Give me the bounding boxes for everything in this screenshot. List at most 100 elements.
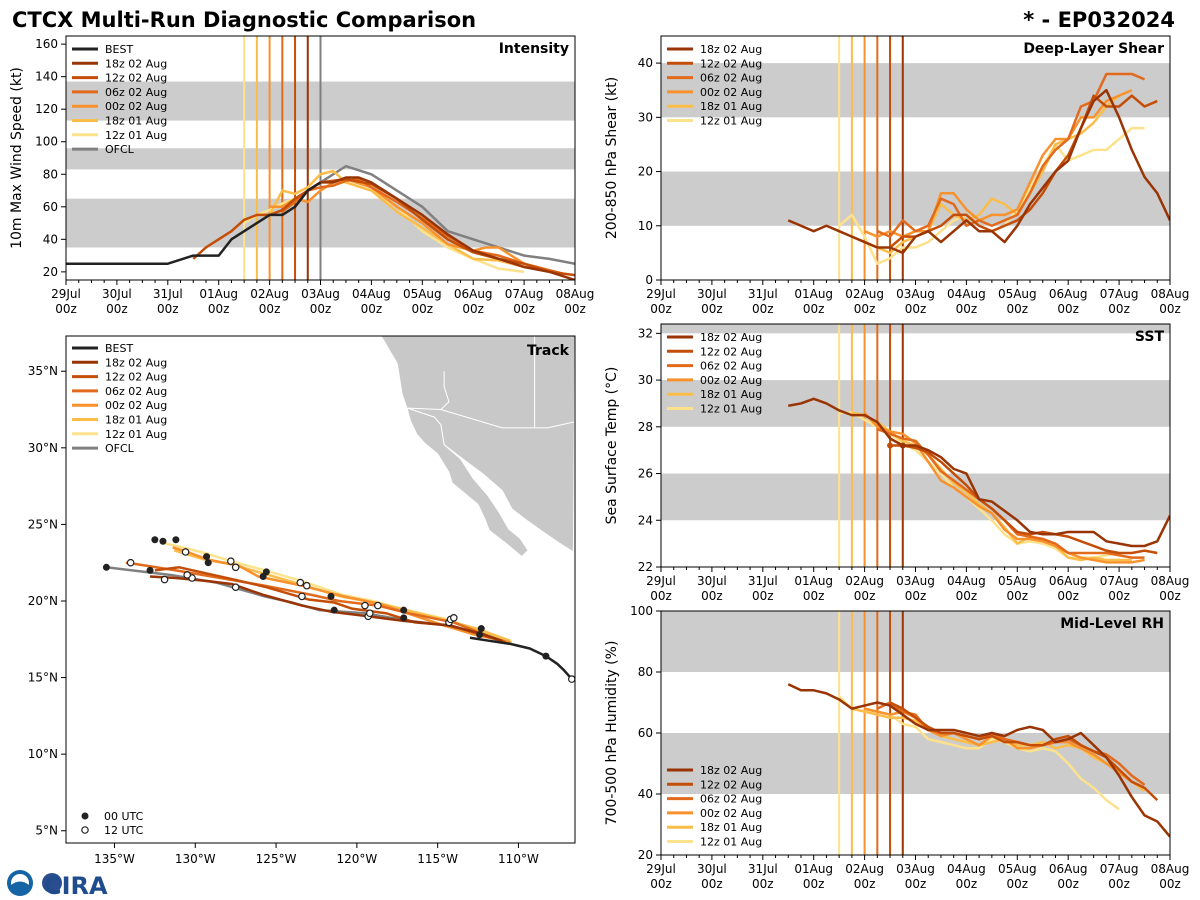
intensity-title: Intensity	[499, 41, 569, 57]
track-legend-label: 06z 02 Aug	[105, 385, 167, 398]
intensity-x-tick-sublabel: 00z	[208, 302, 230, 316]
track-00utc-marker	[259, 572, 267, 580]
shear-x-tick-label: 01Aug	[794, 287, 833, 301]
intensity-x-tick-sublabel: 00z	[513, 302, 535, 316]
intensity-x-tick-label: 04Aug	[352, 287, 391, 301]
shear-y-tick-label: 40	[638, 56, 653, 70]
rh-legend-label: 18z 02 Aug	[700, 764, 762, 777]
shear-x-tick-label: 05Aug	[998, 287, 1037, 301]
intensity-x-tick-label: 07Aug	[505, 287, 544, 301]
intensity-y-axis-label: 10m Max Wind Speed (kt)	[9, 67, 25, 249]
track-legend-label: OFCL	[105, 442, 135, 455]
shear-legend-label: 06z 02 Aug	[700, 72, 762, 85]
rh-x-tick-label: 06Aug	[1049, 862, 1088, 876]
track-legend-label: 18z 02 Aug	[105, 356, 167, 369]
track-legend-label: 18z 01 Aug	[105, 414, 167, 427]
track-12utc-marker	[126, 558, 135, 567]
shear-legend-label: 18z 02 Aug	[700, 43, 762, 56]
shear-legend-label: 18z 01 Aug	[700, 100, 762, 113]
intensity-legend-label: 06z 02 Aug	[105, 86, 167, 99]
shear-x-tick-sublabel: 00z	[1108, 302, 1130, 316]
track-legend-12utc-marker	[81, 826, 89, 834]
track-12utc-marker	[227, 557, 235, 565]
track-00utc-marker	[542, 652, 550, 660]
track-12utc-marker	[231, 583, 240, 592]
track-12utc-marker	[296, 578, 305, 587]
track-12utc-marker	[361, 601, 369, 610]
track-00utc-marker	[330, 606, 338, 614]
intensity-legend-label: 12z 02 Aug	[105, 72, 167, 85]
track-00utc-marker	[476, 631, 484, 639]
sst-x-tick-sublabel: 00z	[1108, 589, 1130, 603]
noaa-wave-icon	[11, 881, 29, 893]
rh-x-tick-label: 02Aug	[845, 862, 884, 876]
sst-x-tick-sublabel: 00z	[650, 589, 672, 603]
intensity-x-tick-label: 08Aug	[556, 287, 595, 301]
shear-x-tick-label: 08Aug	[1151, 287, 1190, 301]
shear-x-tick-sublabel: 00z	[905, 302, 927, 316]
shear-x-tick-sublabel: 00z	[1159, 302, 1181, 316]
sst-x-tick-label: 30Jul	[697, 574, 727, 588]
track-x-tick-label: 130°W	[175, 852, 216, 866]
shear-legend-label: 12z 01 Aug	[700, 115, 762, 128]
shear-legend-label: 00z 02 Aug	[700, 86, 762, 99]
track-series-line	[149, 575, 503, 642]
rh-y-tick-label: 40	[638, 787, 653, 801]
sst-x-tick-sublabel: 00z	[854, 589, 876, 603]
rh-legend-label: 18z 01 Aug	[700, 821, 762, 834]
track-frame	[65, 335, 576, 844]
shear-y-tick-label: 10	[638, 219, 653, 233]
sst-x-tick-sublabel: 00z	[956, 589, 978, 603]
intensity-y-tick-label: 140	[35, 70, 58, 84]
intensity-x-tick-sublabel: 00z	[564, 302, 586, 316]
track-12utc-marker	[160, 575, 169, 584]
track-y-tick-label: 30°N	[28, 441, 58, 455]
intensity-best-line	[66, 181, 322, 265]
rh-x-tick-sublabel: 00z	[905, 877, 927, 891]
sst-plot-area	[661, 324, 1170, 567]
shear-x-tick-sublabel: 00z	[650, 302, 672, 316]
rh-x-tick-sublabel: 00z	[803, 877, 825, 891]
rh-x-tick-sublabel: 00z	[956, 877, 978, 891]
sst-x-tick-label: 06Aug	[1049, 574, 1088, 588]
track-x-tick-label: 120°W	[336, 852, 377, 866]
track-00utc-marker	[151, 536, 159, 544]
track-00utc-marker	[400, 614, 408, 622]
rh-x-tick-label: 04Aug	[947, 862, 986, 876]
figure-title: CTCX Multi-Run Diagnostic Comparison	[12, 8, 476, 32]
sst-x-tick-label: 07Aug	[1100, 574, 1139, 588]
track-legend-00utc-label: 00 UTC	[104, 810, 144, 823]
track-series-line	[154, 566, 506, 644]
sst-x-tick-label: 03Aug	[896, 574, 935, 588]
shear-y-axis-label: 200-850 hPa Shear (kt)	[604, 77, 620, 239]
sst-x-tick-sublabel: 00z	[752, 589, 774, 603]
track-y-tick-label: 5°N	[35, 824, 58, 838]
track-00utc-marker	[327, 592, 335, 600]
sst-band	[661, 473, 1170, 521]
rh-y-tick-label: 80	[638, 665, 653, 679]
intensity-y-tick-label: 80	[43, 167, 58, 181]
sst-y-tick-label: 32	[638, 326, 653, 340]
shear-x-tick-label: 04Aug	[947, 287, 986, 301]
sst-x-tick-sublabel: 00z	[1057, 589, 1079, 603]
intensity-series-line	[281, 177, 563, 275]
sst-legend-label: 12z 02 Aug	[700, 345, 762, 358]
rh-y-tick-label: 20	[638, 848, 653, 862]
track-00utc-marker	[400, 606, 408, 614]
intensity-x-tick-sublabel: 00z	[361, 302, 383, 316]
intensity-panel: 29Jul00z30Jul00z31Jul00z01Aug00z02Aug00z…	[9, 35, 595, 316]
rh-x-tick-sublabel: 00z	[1108, 877, 1130, 891]
baja-california-landmass	[406, 407, 529, 558]
sst-legend-label: 06z 02 Aug	[700, 360, 762, 373]
sst-legend-label: 18z 01 Aug	[700, 388, 762, 401]
intensity-x-tick-sublabel: 00z	[310, 302, 332, 316]
rh-x-tick-sublabel: 00z	[854, 877, 876, 891]
intensity-x-tick-sublabel: 00z	[55, 302, 77, 316]
track-legend-label: 12z 01 Aug	[105, 428, 167, 441]
sst-x-tick-sublabel: 00z	[905, 589, 927, 603]
rh-x-tick-label: 29Jul	[646, 862, 676, 876]
intensity-ofcl-line	[319, 164, 575, 265]
shear-x-tick-label: 06Aug	[1049, 287, 1088, 301]
rh-series-line	[787, 683, 1170, 838]
sst-x-tick-label: 02Aug	[845, 574, 884, 588]
